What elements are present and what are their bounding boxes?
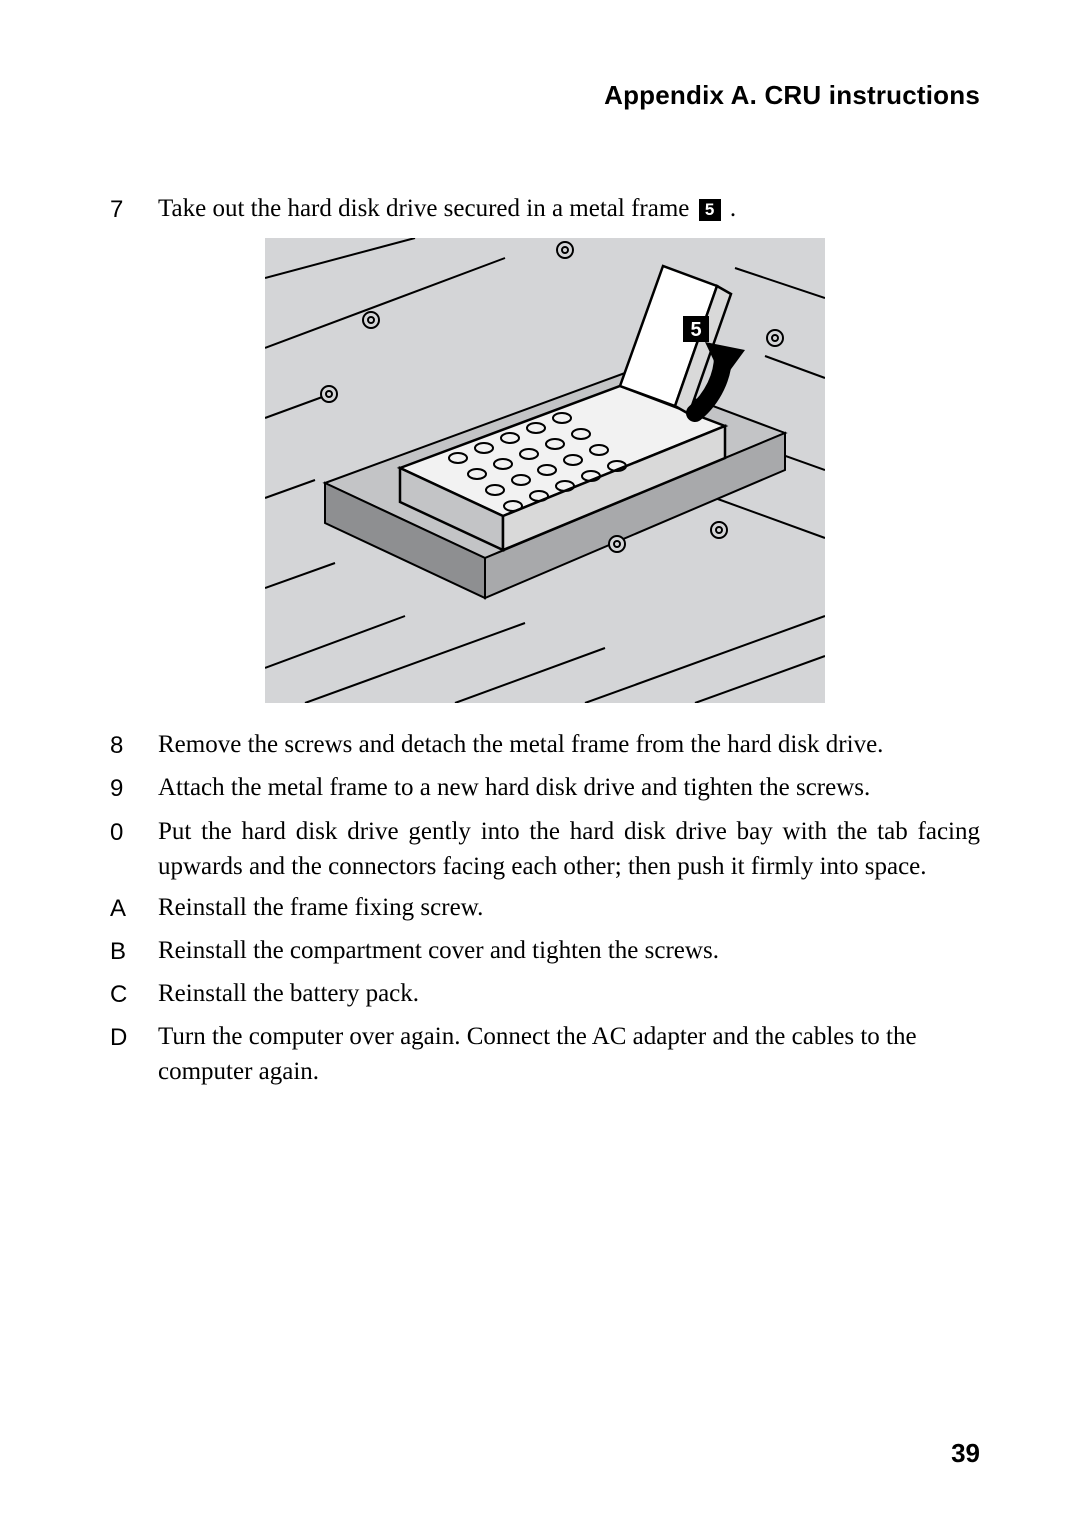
- document-page: Appendix A. CRU instructions 7 Take out …: [0, 0, 1080, 1529]
- step-marker: C: [110, 976, 158, 1013]
- step-A: A Reinstall the frame fixing screw.: [110, 890, 980, 927]
- step-8: 8 Remove the screws and detach the metal…: [110, 727, 980, 764]
- instruction-list: 7 Take out the hard disk drive secured i…: [110, 191, 980, 1089]
- step-marker: 7: [110, 191, 158, 228]
- page-number: 39: [951, 1438, 980, 1469]
- step-10: 0 Put the hard disk drive gently into th…: [110, 814, 980, 884]
- figure-row: 5: [110, 238, 980, 703]
- step-B: B Reinstall the compartment cover and ti…: [110, 933, 980, 970]
- step-text: Reinstall the frame fixing screw.: [158, 890, 980, 925]
- step-marker: 9: [110, 770, 158, 807]
- step-7: 7 Take out the hard disk drive secured i…: [110, 191, 980, 228]
- running-header: Appendix A. CRU instructions: [110, 80, 980, 111]
- step-text: Reinstall the battery pack.: [158, 976, 980, 1011]
- figure-callout-5: 5: [690, 319, 701, 341]
- hdd-removal-diagram: 5: [265, 238, 825, 703]
- step-text: Take out the hard disk drive secured in …: [158, 191, 980, 226]
- step-marker: 0: [110, 814, 158, 851]
- step-marker: D: [110, 1019, 158, 1056]
- step-text: Remove the screws and detach the metal f…: [158, 727, 980, 762]
- callout-5-inline: 5: [699, 199, 721, 221]
- step-marker: A: [110, 890, 158, 927]
- step-D: D Turn the computer over again. Connect …: [110, 1019, 980, 1089]
- step-marker: 8: [110, 727, 158, 764]
- step-marker: B: [110, 933, 158, 970]
- step-9: 9 Attach the metal frame to a new hard d…: [110, 770, 980, 807]
- step-text: Attach the metal frame to a new hard dis…: [158, 770, 980, 805]
- step-C: C Reinstall the battery pack.: [110, 976, 980, 1013]
- figure-container: 5: [110, 238, 980, 703]
- step-text-before: Take out the hard disk drive secured in …: [158, 195, 696, 222]
- step-text: Turn the computer over again. Connect th…: [158, 1019, 980, 1089]
- step-text: Put the hard disk drive gently into the …: [158, 814, 980, 884]
- step-text: Reinstall the compartment cover and tigh…: [158, 933, 980, 968]
- step-text-after: .: [724, 195, 737, 222]
